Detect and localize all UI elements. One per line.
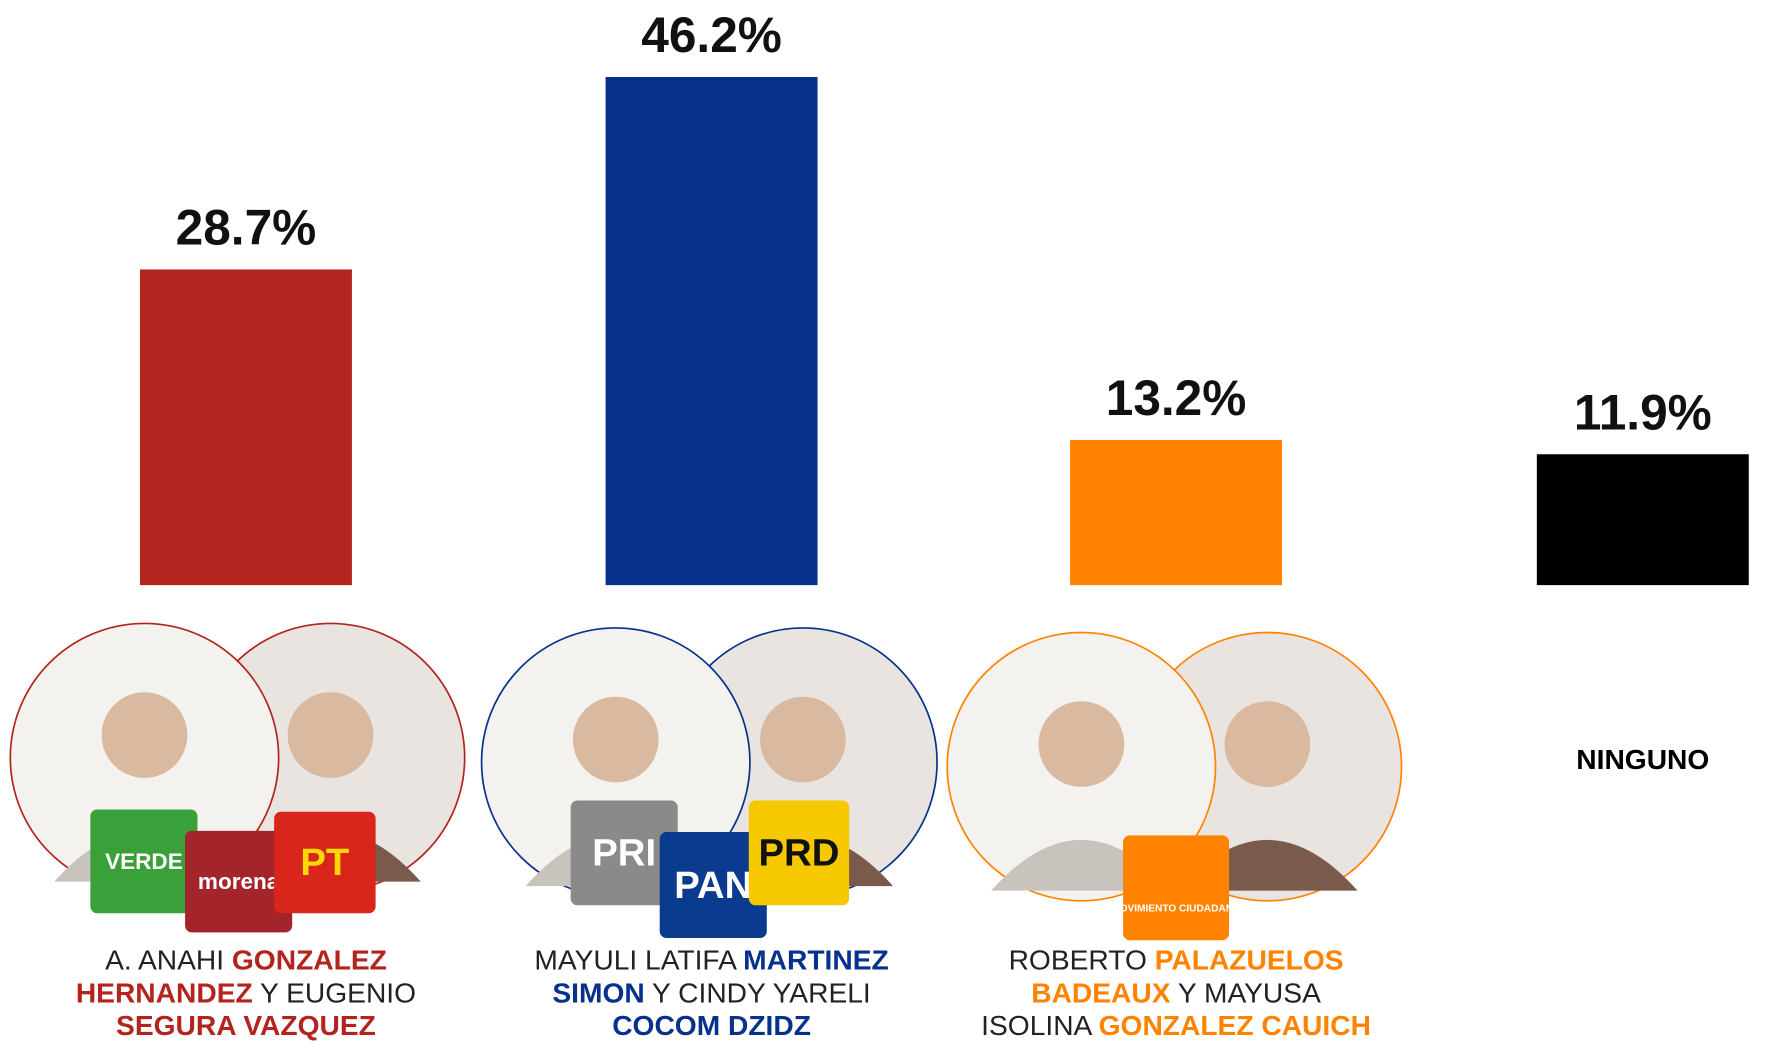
party-logo-text: morena bbox=[198, 869, 280, 894]
category-label-part: Y EUGENIO bbox=[253, 976, 416, 1008]
party-logo bbox=[90, 809, 198, 914]
photo-face bbox=[101, 692, 188, 778]
category-label: HERNANDEZ Y EUGENIO bbox=[76, 976, 416, 1008]
party-logo bbox=[659, 832, 767, 939]
value-label: 13.2% bbox=[1106, 370, 1247, 426]
category-label-part: Y MAYUSA bbox=[1171, 976, 1322, 1008]
category-label-part: NINGUNO bbox=[1576, 743, 1709, 775]
value-label: 46.2% bbox=[641, 7, 782, 63]
party-logo-text: PT bbox=[300, 841, 349, 884]
category-label: ISOLINA GONZALEZ CAUICH bbox=[981, 1009, 1371, 1041]
party-logo-text: PRD bbox=[758, 832, 839, 875]
party-logo bbox=[748, 800, 850, 906]
category-label: SIMON Y CINDY YARELI bbox=[552, 976, 870, 1008]
category-label-part: GONZALEZ bbox=[232, 944, 387, 976]
category-label-part: SEGURA VAZQUEZ bbox=[116, 1009, 376, 1041]
photo-face bbox=[1224, 701, 1311, 787]
category-label-part: COCOM DZIDZ bbox=[612, 1009, 811, 1041]
photo-face bbox=[760, 696, 846, 783]
bar bbox=[139, 269, 352, 586]
photo-face bbox=[572, 696, 659, 783]
photo-face bbox=[1038, 701, 1125, 787]
category-label-part: MARTINEZ bbox=[743, 944, 889, 976]
category-label-part: MAYULI LATIFA bbox=[534, 944, 743, 976]
party-logo bbox=[570, 800, 678, 906]
category-label: NINGUNO bbox=[1576, 743, 1709, 775]
party-logo-text: MOVIMIENTO CIUDADANO bbox=[1111, 904, 1241, 915]
party-logo-text: PAN bbox=[674, 864, 752, 907]
category-label-part: SIMON bbox=[552, 976, 644, 1008]
party-logo-text: VERDE bbox=[105, 849, 183, 874]
party-logo bbox=[1123, 835, 1230, 941]
value-label: 28.7% bbox=[176, 200, 317, 256]
bar bbox=[605, 76, 818, 586]
category-label-part: HERNANDEZ bbox=[76, 976, 253, 1008]
category-label-part: PALAZUELOS bbox=[1155, 944, 1344, 976]
bar bbox=[1536, 454, 1749, 586]
party-logo-text: PRI bbox=[592, 832, 656, 875]
category-label-part: ROBERTO bbox=[1009, 944, 1155, 976]
category-label-part: GONZALEZ CAUICH bbox=[1099, 1009, 1371, 1041]
category-label-part: Y CINDY YARELI bbox=[645, 976, 871, 1008]
photo-face bbox=[287, 692, 374, 778]
bar bbox=[1070, 439, 1283, 586]
value-label: 11.9% bbox=[1574, 384, 1712, 440]
category-label: BADEAUX Y MAYUSA bbox=[1031, 976, 1321, 1008]
party-logo bbox=[274, 811, 376, 914]
category-label: ROBERTO PALAZUELOS bbox=[1009, 944, 1344, 976]
party-logo bbox=[185, 830, 293, 933]
category-label: COCOM DZIDZ bbox=[612, 1009, 811, 1041]
category-label-part: A. ANAHI bbox=[105, 944, 232, 976]
category-label: A. ANAHI GONZALEZ bbox=[105, 944, 387, 976]
category-label: MAYULI LATIFA MARTINEZ bbox=[534, 944, 888, 976]
category-label: SEGURA VAZQUEZ bbox=[116, 1009, 376, 1041]
category-label-part: ISOLINA bbox=[981, 1009, 1098, 1041]
category-label-part: BADEAUX bbox=[1031, 976, 1171, 1008]
